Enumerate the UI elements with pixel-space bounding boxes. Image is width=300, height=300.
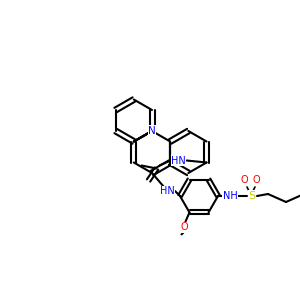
Text: O: O [181,223,188,232]
Text: HN: HN [171,155,186,166]
Text: O: O [252,175,260,185]
Text: HN: HN [160,186,174,196]
Text: O: O [240,175,248,185]
Text: N: N [148,126,156,136]
Text: NH: NH [223,191,237,201]
Text: S: S [248,191,256,201]
